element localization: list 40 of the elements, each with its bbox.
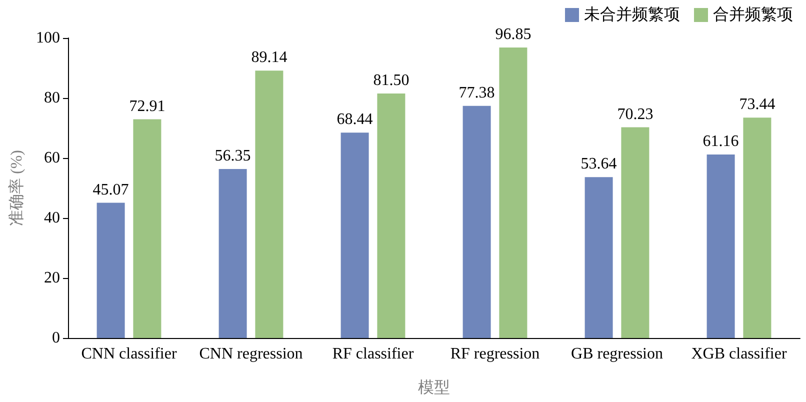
bar [499,47,528,338]
bar [340,132,369,338]
data-label: 81.50 [373,72,410,89]
x-axis-title: 模型 [418,378,450,396]
y-tick-label: 40 [44,210,60,226]
bar [584,177,613,338]
x-tick-label: RF regression [450,346,540,362]
x-tick-label: GB regression [571,346,663,362]
bar [255,70,284,338]
legend-label: 未合并频繁项 [584,6,680,24]
data-label: 77.38 [458,84,495,102]
x-tick-label: RF classifier [332,346,414,362]
data-label: 70.23 [617,106,654,123]
y-tick-label: 20 [44,270,60,286]
x-tick-label: XGB classifier [691,346,788,362]
y-axis-title: 准确率 (%) [8,150,26,226]
bar [96,202,125,338]
data-label: 53.64 [580,156,617,173]
data-label: 61.16 [702,133,739,150]
data-label: 68.44 [336,111,373,128]
y-tick-label: 0 [52,330,60,346]
bar [621,127,650,338]
y-tick-label: 80 [44,90,60,106]
data-label: 96.85 [495,26,532,43]
data-label: 89.14 [251,49,288,66]
x-tick-label: CNN classifier [81,346,178,362]
data-label: 72.91 [129,98,166,115]
y-tick-label: 60 [44,150,60,166]
x-tick-label: CNN regression [199,346,303,362]
legend-label: 合并频繁项 [713,6,793,24]
bar [743,118,772,338]
y-tick-label: 100 [36,30,60,46]
data-label: 56.35 [214,147,251,164]
bar [133,119,162,338]
data-label: 45.07 [92,181,129,198]
bar [706,154,735,338]
bar [218,168,247,338]
data-label: 73.44 [739,96,776,114]
bar [377,94,406,338]
bar [462,106,491,338]
